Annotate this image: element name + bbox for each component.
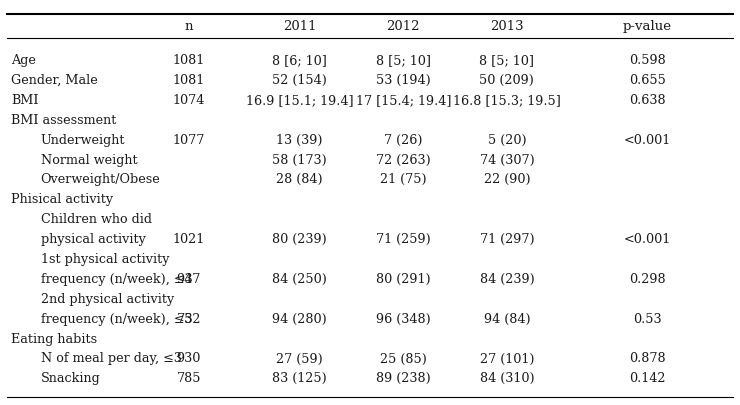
Text: 1074: 1074 (172, 94, 205, 107)
Text: 2011: 2011 (283, 20, 317, 33)
Text: 25 (85): 25 (85) (380, 352, 427, 365)
Text: 1021: 1021 (172, 233, 205, 246)
Text: Underweight: Underweight (41, 134, 125, 147)
Text: physical activity: physical activity (41, 233, 146, 246)
Text: 0.53: 0.53 (633, 313, 662, 326)
Text: 84 (250): 84 (250) (272, 273, 327, 286)
Text: 16.9 [15.1; 19.4]: 16.9 [15.1; 19.4] (246, 94, 354, 107)
Text: BMI assessment: BMI assessment (11, 114, 116, 127)
Text: 58 (173): 58 (173) (272, 153, 327, 166)
Text: BMI: BMI (11, 94, 38, 107)
Text: 752: 752 (176, 313, 201, 326)
Text: 0.878: 0.878 (629, 352, 666, 365)
Text: frequency (n/week), ≤3: frequency (n/week), ≤3 (41, 273, 192, 286)
Text: Normal weight: Normal weight (41, 153, 138, 166)
Text: 8 [5; 10]: 8 [5; 10] (480, 54, 534, 67)
Text: 84 (310): 84 (310) (480, 372, 534, 385)
Text: 74 (307): 74 (307) (480, 153, 534, 166)
Text: Children who did: Children who did (41, 213, 152, 226)
Text: 89 (238): 89 (238) (376, 372, 431, 385)
Text: Age: Age (11, 54, 36, 67)
Text: 71 (297): 71 (297) (480, 233, 534, 246)
Text: 2nd physical activity: 2nd physical activity (41, 293, 174, 306)
Text: 785: 785 (176, 372, 201, 385)
Text: 17 [15.4; 19.4]: 17 [15.4; 19.4] (355, 94, 451, 107)
Text: 71 (259): 71 (259) (376, 233, 431, 246)
Text: 0.655: 0.655 (629, 74, 666, 87)
Text: 1081: 1081 (172, 74, 205, 87)
Text: 94 (84): 94 (84) (483, 313, 531, 326)
Text: 8 [5; 10]: 8 [5; 10] (376, 54, 431, 67)
Text: 13 (39): 13 (39) (277, 134, 323, 147)
Text: <0.001: <0.001 (624, 134, 671, 147)
Text: 50 (209): 50 (209) (480, 74, 534, 87)
Text: Phisical activity: Phisical activity (11, 193, 113, 206)
Text: 52 (154): 52 (154) (272, 74, 327, 87)
Text: 27 (59): 27 (59) (276, 352, 323, 365)
Text: 8 [6; 10]: 8 [6; 10] (272, 54, 327, 67)
Text: 1st physical activity: 1st physical activity (41, 253, 169, 266)
Text: 21 (75): 21 (75) (380, 173, 427, 186)
Text: <0.001: <0.001 (624, 233, 671, 246)
Text: Snacking: Snacking (41, 372, 101, 385)
Text: Overweight/Obese: Overweight/Obese (41, 173, 161, 186)
Text: 7 (26): 7 (26) (384, 134, 423, 147)
Text: Eating habits: Eating habits (11, 333, 97, 345)
Text: frequency (n/week), ≤3: frequency (n/week), ≤3 (41, 313, 192, 326)
Text: 28 (84): 28 (84) (276, 173, 323, 186)
Text: 72 (263): 72 (263) (376, 153, 431, 166)
Text: 96 (348): 96 (348) (376, 313, 431, 326)
Text: n: n (184, 20, 193, 33)
Text: 0.298: 0.298 (629, 273, 666, 286)
Text: 16.8 [15.3; 19.5]: 16.8 [15.3; 19.5] (453, 94, 561, 107)
Text: 0.598: 0.598 (629, 54, 666, 67)
Text: 84 (239): 84 (239) (480, 273, 534, 286)
Text: 0.638: 0.638 (629, 94, 666, 107)
Text: p-value: p-value (623, 20, 672, 33)
Text: 1081: 1081 (172, 54, 205, 67)
Text: 27 (101): 27 (101) (480, 352, 534, 365)
Text: 947: 947 (177, 273, 201, 286)
Text: 1077: 1077 (172, 134, 205, 147)
Text: 22 (90): 22 (90) (483, 173, 531, 186)
Text: 0.142: 0.142 (629, 372, 666, 385)
Text: 80 (239): 80 (239) (272, 233, 327, 246)
Text: 2013: 2013 (490, 20, 524, 33)
Text: N of meal per day, ≤3: N of meal per day, ≤3 (41, 352, 181, 365)
Text: Gender, Male: Gender, Male (11, 74, 98, 87)
Text: 2012: 2012 (386, 20, 420, 33)
Text: 80 (291): 80 (291) (376, 273, 431, 286)
Text: 5 (20): 5 (20) (488, 134, 526, 147)
Text: 53 (194): 53 (194) (376, 74, 431, 87)
Text: 930: 930 (177, 352, 201, 365)
Text: 94 (280): 94 (280) (272, 313, 327, 326)
Text: 83 (125): 83 (125) (272, 372, 327, 385)
